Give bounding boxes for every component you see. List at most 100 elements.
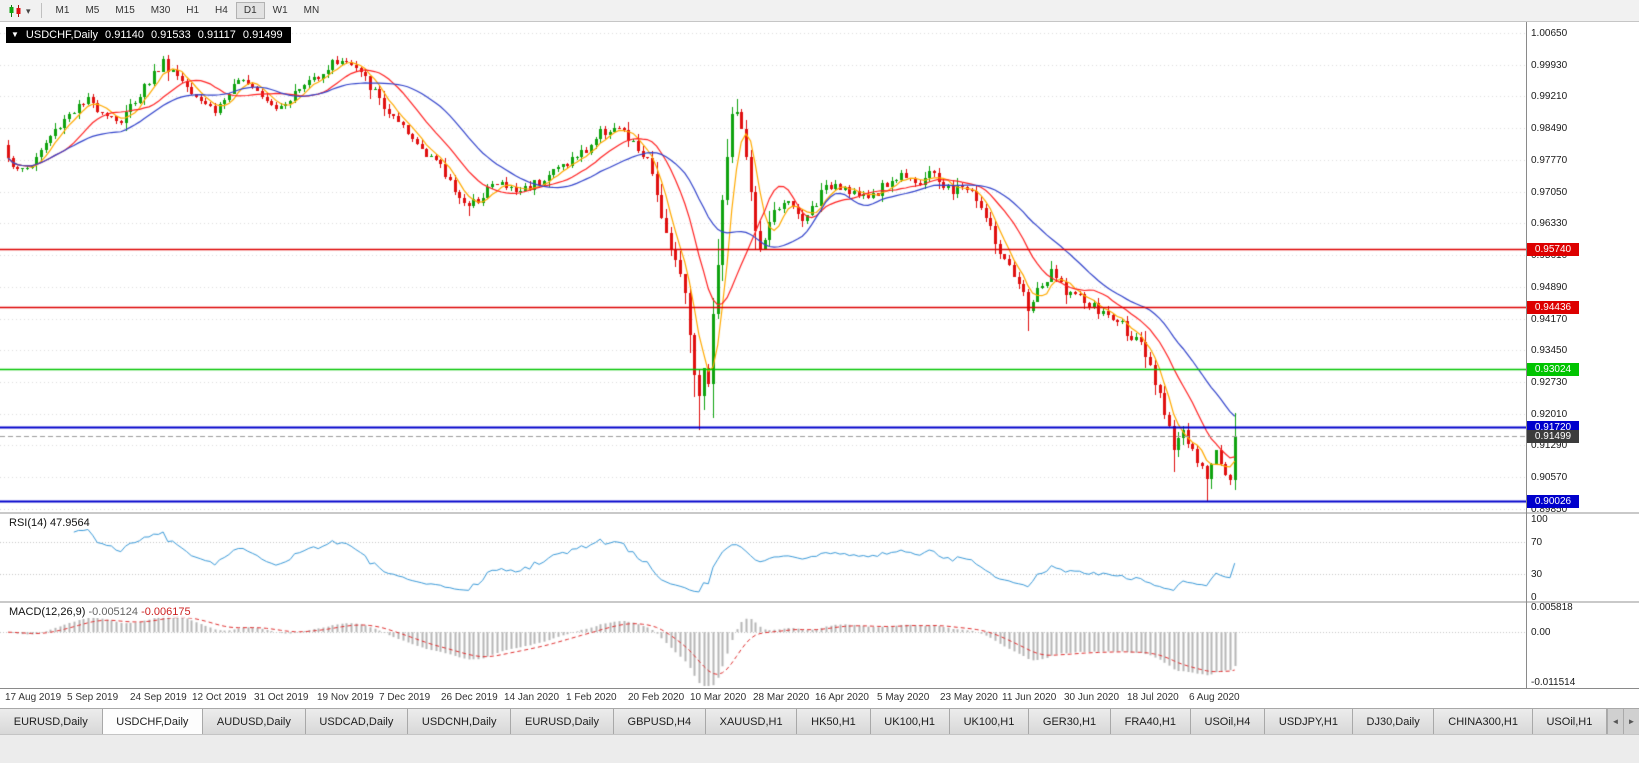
symbol-name: USDCHF,Daily — [25, 29, 99, 41]
chart-tab-USDCNH-Daily[interactable]: USDCNH,Daily — [408, 709, 512, 734]
y-axis-label: 0.90570 — [1531, 472, 1568, 484]
y-axis-label: 0.93450 — [1531, 345, 1568, 357]
ohlc-high: 0.91533 — [151, 29, 191, 41]
x-axis-label: 6 Aug 2020 — [1189, 692, 1240, 703]
x-axis-label: 30 Jun 2020 — [1064, 692, 1120, 703]
macd-axis-label: 0.00 — [1531, 627, 1551, 639]
right-arrow-icon: ► — [1627, 717, 1636, 726]
current-price-tag: 0.91499 — [1527, 430, 1579, 444]
y-axis-label: 0.99930 — [1531, 59, 1568, 71]
x-axis-label: 28 Mar 2020 — [753, 692, 810, 703]
rsi-name: RSI(14) — [9, 517, 47, 529]
x-axis-label: 1 Feb 2020 — [566, 692, 617, 703]
x-axis-label: 17 Aug 2019 — [5, 692, 62, 703]
chart-tab-UK100-H1[interactable]: UK100,H1 — [870, 709, 950, 734]
x-axis-label: 5 May 2020 — [877, 692, 930, 703]
x-axis-label: 31 Oct 2019 — [254, 692, 309, 703]
chart-tab-EURUSD-Daily[interactable]: EURUSD,Daily — [511, 709, 614, 734]
status-strip — [0, 734, 1639, 763]
timeframe-button-M1[interactable]: M1 — [55, 5, 70, 16]
symbol-ohlc-label: ▼ USDCHF,Daily 0.91140 0.91533 0.91117 0… — [6, 27, 291, 43]
candlestick-chart-icon — [9, 4, 21, 17]
tab-scroll-left-button[interactable]: ◄ — [1607, 709, 1623, 734]
rsi-axis-label: 30 — [1531, 568, 1543, 580]
x-axis-label: 16 Apr 2020 — [815, 692, 869, 703]
price-axis-line — [1526, 22, 1527, 688]
toolbar: ▾ M1 M5 M15 M30 H1 H4 D1 W1 MN — [0, 0, 1639, 22]
y-axis-label: 0.97770 — [1531, 154, 1568, 166]
y-axis-label: 1.00650 — [1531, 28, 1568, 40]
chart-tab-DJ30-Daily[interactable]: DJ30,Daily — [1352, 709, 1435, 734]
chart-tab-EURUSD-Daily[interactable]: EURUSD,Daily — [0, 709, 103, 734]
macd-value-main: -0.005124 — [88, 606, 139, 618]
price-line-tag: 0.95740 — [1527, 243, 1579, 257]
timeframe-button-M5[interactable]: M5 — [85, 5, 100, 16]
y-axis-label: 0.94890 — [1531, 281, 1568, 293]
y-axis-label: 0.97050 — [1531, 186, 1568, 198]
macd-value-signal: -0.006175 — [141, 606, 191, 618]
price-line-tag: 0.91720 — [1527, 420, 1579, 434]
timeframe-button-D1[interactable]: D1 — [235, 2, 265, 19]
chart-tab-AUDUSD-Daily[interactable]: AUDUSD,Daily — [203, 709, 306, 734]
x-axis-label: 23 May 2020 — [940, 692, 998, 703]
chart-tab-FRA40-H1[interactable]: FRA40,H1 — [1110, 709, 1191, 734]
chart-tab-CHINA300-H1[interactable]: CHINA300,H1 — [1434, 709, 1533, 734]
timeframe-button-H1[interactable]: H1 — [186, 5, 200, 16]
price-line-tag: 0.93024 — [1527, 363, 1579, 377]
timeframe-button-W1[interactable]: W1 — [272, 5, 288, 16]
chart-tab-USDCHF-Daily[interactable]: USDCHF,Daily — [102, 709, 204, 734]
ohlc-low: 0.91117 — [197, 29, 236, 41]
y-axis-label: 0.99210 — [1531, 91, 1568, 103]
macd-panel-canvas[interactable] — [0, 603, 1527, 688]
x-axis-label: 12 Oct 2019 — [192, 692, 247, 703]
timeframe-button-H4[interactable]: H4 — [215, 5, 228, 16]
chart-tab-USDCAD-Daily[interactable]: USDCAD,Daily — [305, 709, 409, 734]
rsi-value: 47.9564 — [49, 517, 90, 529]
x-axis-label: 7 Dec 2019 — [379, 692, 431, 703]
one-click-trading-arrow-icon[interactable]: ▼ — [11, 30, 19, 39]
rsi-axis-label: 100 — [1531, 514, 1548, 525]
timeframe-button-M15[interactable]: M15 — [115, 5, 135, 16]
chevron-down-icon: ▾ — [26, 5, 31, 16]
timeframe-button-MN[interactable]: MN — [303, 5, 320, 16]
y-axis-label: 0.92730 — [1531, 377, 1568, 388]
rsi-label: RSI(14) 47.9564 — [7, 517, 92, 529]
rsi-axis-label: 70 — [1531, 537, 1543, 549]
x-axis-label: 18 Jul 2020 — [1127, 692, 1179, 703]
price-line-tag: 0.90026 — [1527, 495, 1579, 509]
macd-axis-label: 0.005818 — [1531, 602, 1573, 613]
tab-bar: EURUSD,Daily USDCHF,Daily AUDUSD,Daily USDC… — [0, 708, 1639, 734]
x-axis-label: 24 Sep 2019 — [130, 692, 187, 703]
chart-tab-USDJPY-H1[interactable]: USDJPY,H1 — [1265, 709, 1353, 734]
chart-tab-UK100-H1[interactable]: UK100,H1 — [949, 709, 1030, 734]
panel-splitter[interactable] — [0, 512, 1639, 514]
chart-tab-USOil-H4[interactable]: USOil,H4 — [1190, 709, 1266, 734]
timeframe-buttons: M1 M5 M15 M30 H1 H4 D1 W1 MN — [48, 2, 328, 19]
ohlc-open: 0.91140 — [105, 29, 144, 41]
tab-scroll-right-button[interactable]: ► — [1623, 709, 1639, 734]
main-chart-canvas[interactable] — [0, 22, 1527, 512]
timeframe-button-M30[interactable]: M30 — [150, 5, 171, 16]
x-axis-label: 11 Jun 2020 — [1002, 692, 1057, 703]
y-axis-label: 0.95610 — [1531, 250, 1568, 262]
chart-tab-XAUUSD-H1[interactable]: XAUUSD,H1 — [705, 709, 798, 734]
panel-splitter[interactable] — [0, 601, 1639, 603]
macd-name: MACD(12,26,9) — [9, 606, 86, 618]
rsi-panel-canvas[interactable] — [0, 514, 1527, 601]
y-axis-label: 0.91290 — [1531, 440, 1568, 452]
chart-tab-HK50-H1[interactable]: HK50,H1 — [797, 709, 871, 734]
x-axis-label: 5 Sep 2019 — [67, 692, 119, 703]
x-axis-label: 20 Feb 2020 — [628, 692, 685, 703]
y-axis-label: 0.96330 — [1531, 218, 1568, 230]
chart-tab-USOil-H1[interactable]: USOil,H1 — [1532, 709, 1608, 734]
chart-tab-GBPUSD-H4[interactable]: GBPUSD,H4 — [613, 709, 706, 734]
y-axis-label: 0.94170 — [1531, 313, 1568, 325]
ohlc-close: 0.91499 — [242, 29, 283, 41]
chart-tabs: EURUSD,Daily USDCHF,Daily AUDUSD,Daily USDC… — [0, 709, 1608, 734]
chart-type-button[interactable]: ▾ — [4, 3, 35, 19]
x-axis-label: 26 Dec 2019 — [441, 692, 498, 703]
chart-tab-GER30-H1[interactable]: GER30,H1 — [1029, 709, 1111, 734]
x-axis-label: 10 Mar 2020 — [690, 692, 747, 703]
macd-label: MACD(12,26,9) -0.005124 -0.006175 — [7, 606, 193, 618]
